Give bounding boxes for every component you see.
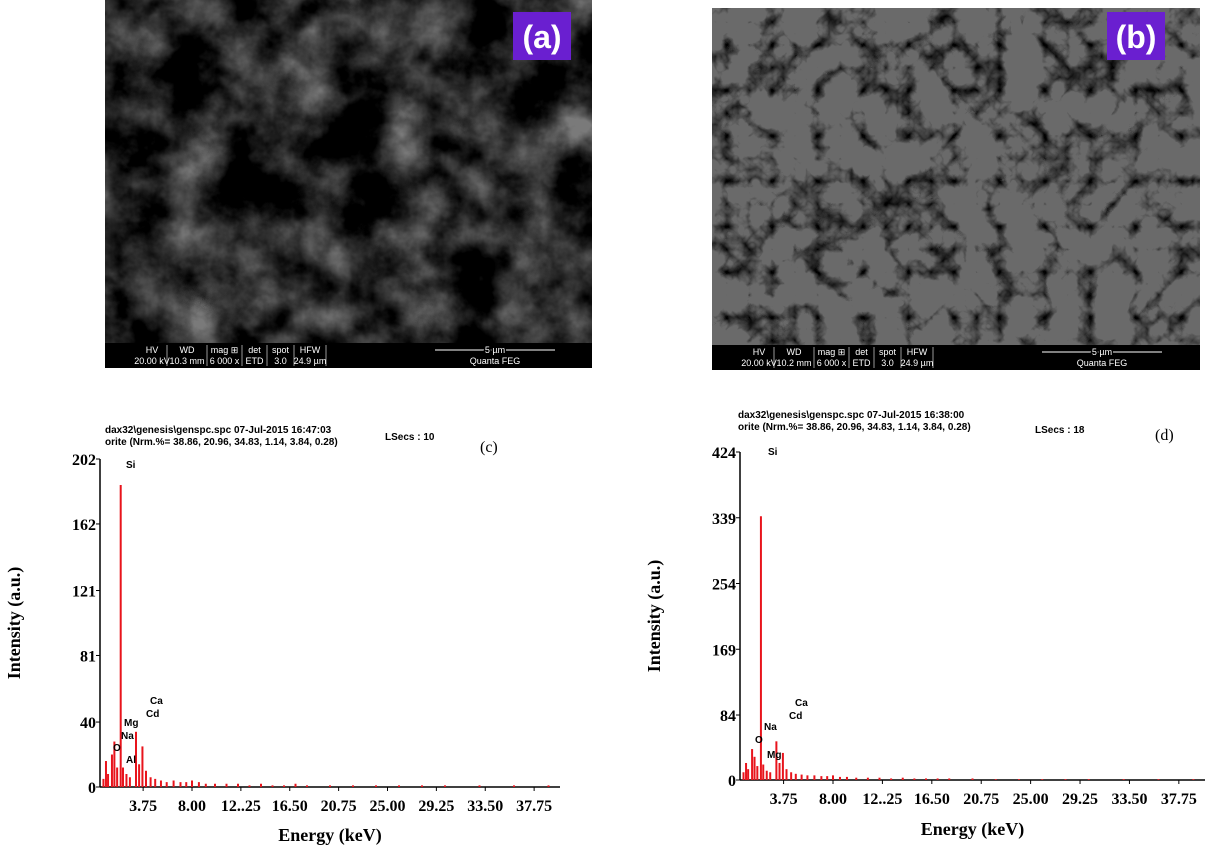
info-header: HV [146, 345, 159, 355]
x-tick-label: 25.00 [1013, 791, 1049, 808]
instrument: Quanta FEG [470, 356, 521, 366]
y-tick-label: 81 [80, 648, 96, 665]
y-tick-label: 84 [720, 708, 736, 725]
info-header: det [248, 345, 261, 355]
x-tick-label: 16.50 [914, 791, 950, 808]
info-value: ETD [246, 356, 265, 366]
element-label: O [755, 735, 763, 746]
x-tick-label: 12..25 [862, 791, 902, 808]
info-header: WD [787, 347, 802, 357]
spectrum-header: dax32\genesis\genspc.spc 07-Jul-2015 16:… [105, 425, 332, 436]
element-label: Mg [124, 718, 138, 729]
element-label: Si [768, 447, 778, 458]
x-tick-label: 37.75 [516, 798, 552, 815]
x-tick-label: 33.50 [467, 798, 503, 815]
element-label: Cd [789, 711, 802, 722]
y-tick-label: 339 [712, 511, 736, 528]
y-axis-label: Intensity (a.u.) [644, 560, 665, 673]
panel-label: (c) [480, 439, 498, 456]
y-tick-label: 424 [712, 445, 736, 462]
info-header: HFW [907, 347, 928, 357]
spectrum-header: orite (Nrm.%= 38.86, 20.96, 34.83, 1.14,… [738, 422, 971, 433]
element-label: Na [121, 731, 134, 742]
info-header: spot [879, 347, 897, 357]
spectrum-header: orite (Nrm.%= 38.86, 20.96, 34.83, 1.14,… [105, 437, 338, 448]
info-value: 24.9 µm [294, 356, 327, 366]
element-label: O [113, 743, 121, 754]
element-label: Si [126, 460, 136, 471]
info-value: 3.0 [274, 356, 287, 366]
element-label: Mg [767, 750, 781, 761]
x-tick-label: 20.75 [321, 798, 357, 815]
info-header: spot [272, 345, 290, 355]
x-tick-label: 12..25 [221, 798, 261, 815]
x-tick-label: 25.00 [370, 798, 406, 815]
spectrum-header: dax32\genesis\genspc.spc 07-Jul-2015 16:… [738, 410, 965, 421]
panel-label: (b) [1116, 19, 1157, 55]
element-label: Ca [795, 698, 808, 709]
x-axis-label: Energy (keV) [278, 825, 381, 846]
x-tick-label: 20.75 [963, 791, 999, 808]
y-tick-label: 40 [80, 715, 96, 732]
live-time: LSecs : 10 [385, 432, 435, 443]
x-tick-label: 3.75 [770, 791, 798, 808]
info-header: WD [180, 345, 195, 355]
x-axis-label: Energy (keV) [921, 819, 1024, 840]
info-header: HFW [300, 345, 321, 355]
info-header: mag ⊞ [818, 347, 846, 357]
y-tick-label: 0 [728, 773, 736, 790]
x-tick-label: 16.50 [272, 798, 308, 815]
panel-label: (a) [522, 19, 561, 55]
instrument: Quanta FEG [1077, 358, 1128, 368]
y-tick-label: 121 [72, 584, 96, 601]
y-tick-label: 169 [712, 642, 736, 659]
info-value: 3.0 [881, 358, 894, 368]
info-header: mag ⊞ [211, 345, 239, 355]
info-value: 20.00 kV [741, 358, 777, 368]
y-tick-label: 162 [72, 517, 96, 534]
x-tick-label: 8.00 [819, 791, 847, 808]
info-header: HV [753, 347, 766, 357]
info-value: 24.9 µm [901, 358, 934, 368]
element-label: Ca [150, 696, 163, 707]
x-tick-label: 29.25 [1062, 791, 1098, 808]
info-value: 10.3 mm [169, 356, 204, 366]
panel-label: (d) [1155, 427, 1174, 444]
element-label: Al [126, 755, 136, 766]
x-tick-label: 33.50 [1111, 791, 1147, 808]
y-axis-label: Intensity (a.u.) [4, 567, 25, 680]
info-header: det [855, 347, 868, 357]
x-tick-label: 37.75 [1161, 791, 1197, 808]
y-tick-label: 202 [72, 452, 96, 469]
live-time: LSecs : 18 [1035, 425, 1085, 436]
info-value: 6 000 x [817, 358, 847, 368]
info-value: 6 000 x [210, 356, 240, 366]
element-label: Cd [146, 709, 159, 720]
element-label: Na [764, 722, 777, 733]
x-tick-label: 29.25 [418, 798, 454, 815]
x-tick-label: 8.00 [178, 798, 206, 815]
info-value: ETD [853, 358, 872, 368]
y-tick-label: 0 [88, 780, 96, 797]
info-value: 10.2 mm [776, 358, 811, 368]
info-value: 20.00 kV [134, 356, 170, 366]
scale-label: 5 µm [1092, 347, 1112, 357]
scale-label: 5 µm [485, 345, 505, 355]
x-tick-label: 3.75 [129, 798, 157, 815]
figure: (a)HV20.00 kVWD10.3 mmmag ⊞6 000 xdetETD… [0, 0, 1205, 852]
y-tick-label: 254 [712, 577, 736, 594]
